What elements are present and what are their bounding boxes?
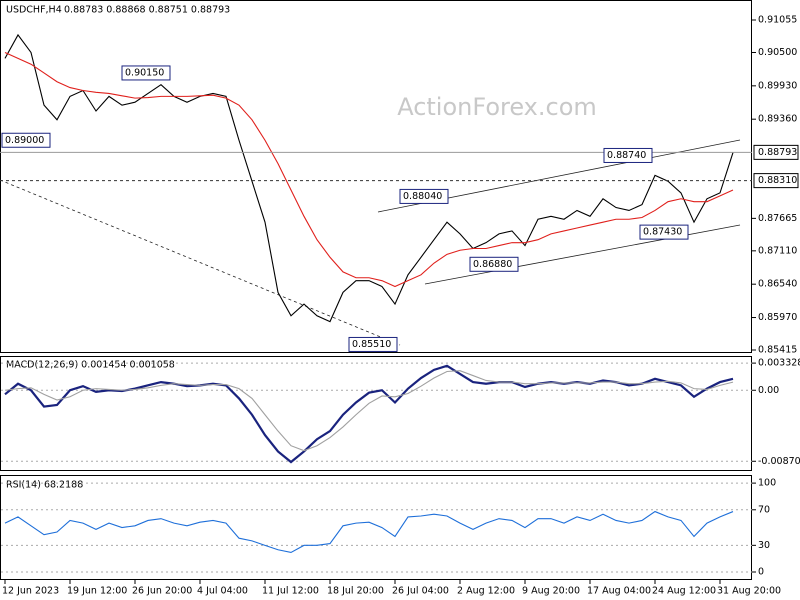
x-tick-label: 17 Aug 04:00 bbox=[587, 586, 651, 597]
y-tick-label: 0.00 bbox=[758, 385, 779, 396]
y-tick-label: 0.91055 bbox=[758, 15, 797, 26]
annotation-box bbox=[399, 188, 449, 204]
annotation-box bbox=[639, 224, 689, 240]
x-tick-label: 12 Jun 2023 bbox=[2, 586, 59, 597]
y-tick-label: 0.86540 bbox=[758, 279, 797, 290]
watermark: ActionForex.com bbox=[397, 93, 597, 121]
x-tick-label: 26 Jul 04:00 bbox=[392, 586, 449, 597]
x-tick-label: 18 Jul 20:00 bbox=[327, 586, 384, 597]
price-label-box bbox=[753, 144, 799, 160]
annotation-box bbox=[469, 256, 519, 272]
annotation: 0.88040 bbox=[403, 191, 442, 202]
macd-title: MACD(12,26,9) 0.001454 0.001058 bbox=[6, 360, 175, 371]
annotation: 0.86880 bbox=[473, 259, 512, 270]
x-tick-label: 11 Jul 12:00 bbox=[262, 586, 319, 597]
y-tick-label: 0.87110 bbox=[758, 245, 797, 256]
price-panel bbox=[0, 0, 752, 353]
rsi-panel bbox=[0, 475, 752, 580]
chart-title: USDCHF,H4 bbox=[6, 5, 62, 16]
price-label: 0.88310 bbox=[758, 175, 797, 186]
y-tick-label: -0.008707 bbox=[758, 456, 800, 467]
y-tick-label: 100 bbox=[758, 478, 776, 489]
annotation-box bbox=[348, 336, 398, 352]
x-tick-label: 2 Aug 12:00 bbox=[457, 586, 515, 597]
y-tick-label: 0.89360 bbox=[758, 114, 797, 125]
x-tick-label: 26 Jun 20:00 bbox=[132, 586, 192, 597]
y-tick-label: 0.87665 bbox=[758, 213, 797, 224]
x-tick-label: 4 Jul 04:00 bbox=[197, 586, 248, 597]
annotation-box bbox=[121, 65, 171, 81]
x-tick-label: 9 Aug 20:00 bbox=[522, 586, 580, 597]
annotation-box bbox=[603, 147, 653, 163]
series-line bbox=[4, 51, 734, 288]
series-line bbox=[4, 370, 734, 452]
x-tick-label: 31 Aug 20:00 bbox=[717, 586, 781, 597]
channel-lower bbox=[424, 224, 741, 285]
price-label: 0.88793 bbox=[758, 147, 797, 158]
trend-line bbox=[0, 179, 401, 346]
y-tick-label: 0.85415 bbox=[758, 345, 797, 356]
chart-subtitle: 0.88783 0.88868 0.88751 0.88793 bbox=[64, 5, 230, 16]
y-tick-label: 0.003328 bbox=[758, 358, 800, 369]
annotation: 0.87430 bbox=[643, 227, 682, 238]
x-tick-label: 24 Aug 12:00 bbox=[652, 586, 716, 597]
y-tick-label: 30 bbox=[758, 540, 770, 551]
annotation: 0.88740 bbox=[607, 150, 646, 161]
series-line bbox=[4, 510, 734, 554]
y-tick-label: 0.90500 bbox=[758, 47, 797, 58]
y-tick-label: 70 bbox=[758, 504, 770, 515]
y-tick-label: 0.85970 bbox=[758, 312, 797, 323]
price-label-box bbox=[753, 173, 799, 189]
rsi-title: RSI(14) 68.2188 bbox=[6, 480, 83, 491]
y-tick-label: 0 bbox=[758, 567, 764, 578]
y-tick-label: 0.89930 bbox=[758, 80, 797, 91]
series-line bbox=[4, 364, 734, 464]
annotation: 0.89000 bbox=[5, 135, 44, 146]
macd-panel bbox=[0, 356, 752, 471]
annotation-box bbox=[1, 132, 51, 148]
annotation: 0.90150 bbox=[125, 67, 164, 78]
series-line bbox=[4, 33, 734, 323]
annotation: 0.85510 bbox=[352, 339, 391, 350]
x-tick-label: 19 Jun 12:00 bbox=[67, 586, 127, 597]
